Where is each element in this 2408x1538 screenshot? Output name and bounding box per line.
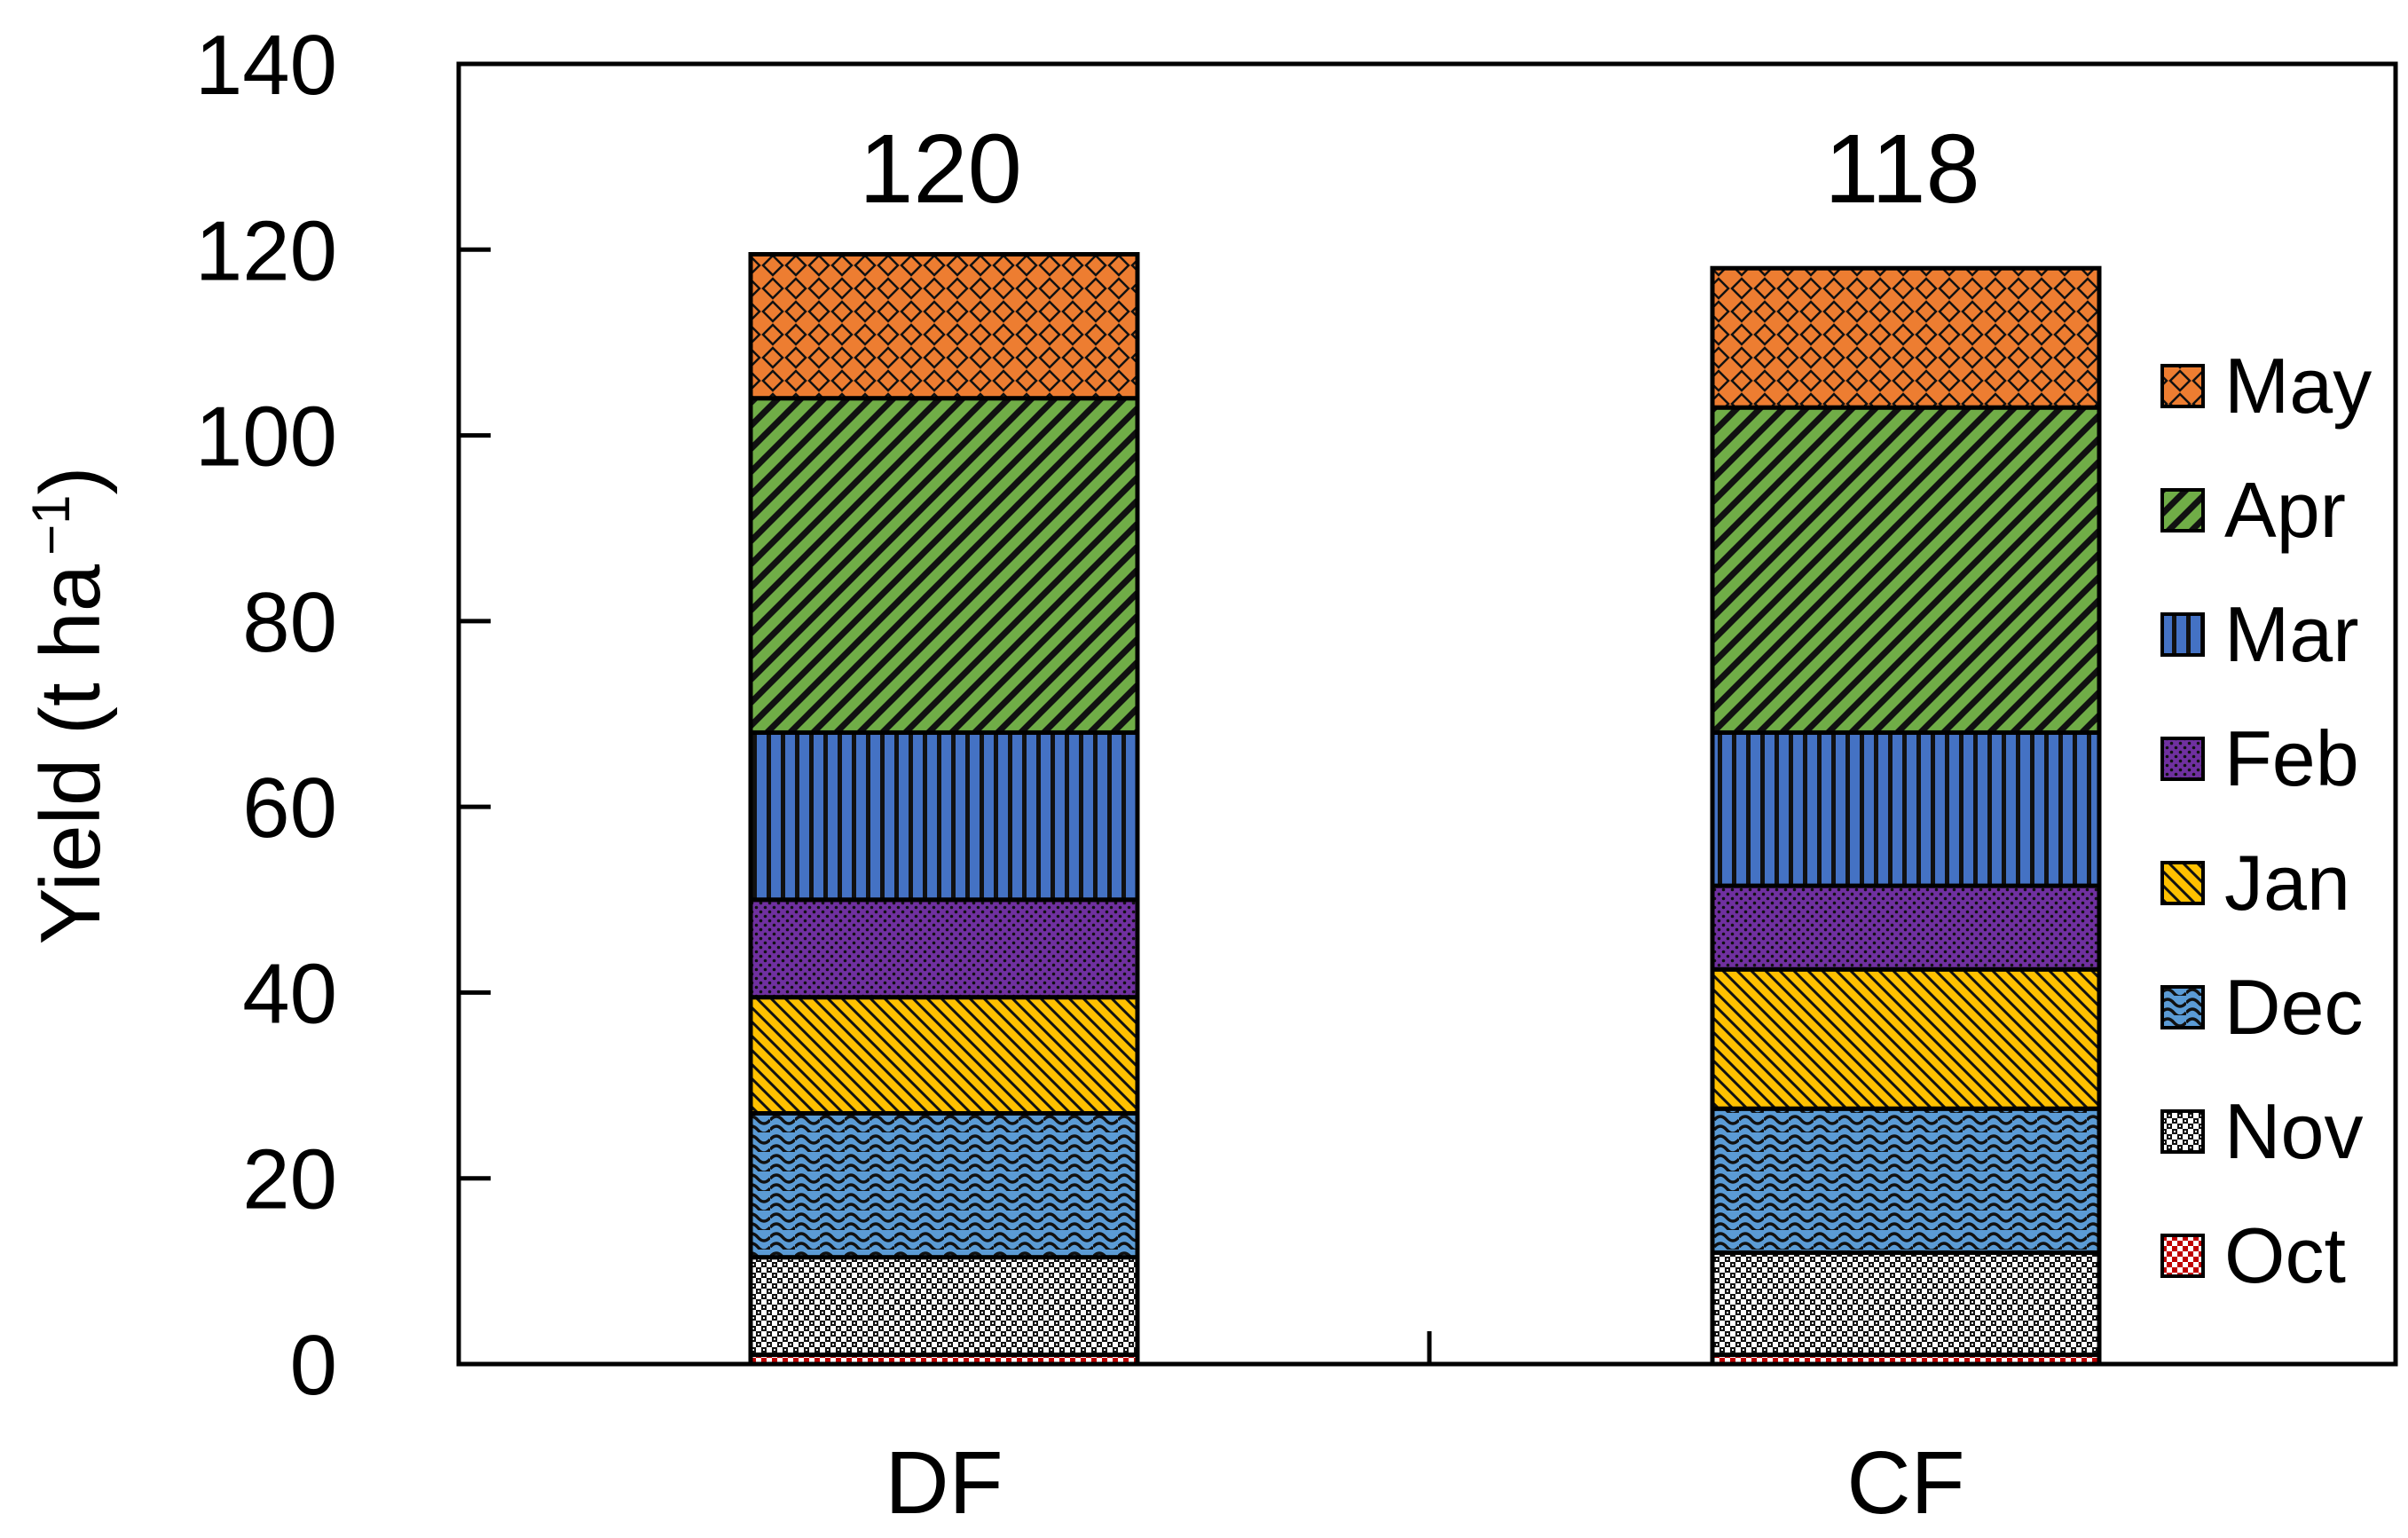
legend: May Apr Mar Feb Jan Dec Nov Oct bbox=[2160, 342, 2372, 1299]
bar-segment-cf-feb bbox=[1710, 883, 2102, 972]
legend-label-may: May bbox=[2224, 342, 2372, 430]
y-axis-title: Yield (t ha−1) bbox=[21, 466, 118, 944]
bar-segment-df-may bbox=[748, 252, 1140, 401]
bar-segment-cf-jan bbox=[1710, 966, 2102, 1111]
bar-segment-df-feb bbox=[748, 897, 1140, 1000]
bar-segment-df-dec bbox=[748, 1110, 1140, 1260]
legend-label-mar: Mar bbox=[2224, 590, 2359, 678]
bars-group bbox=[748, 252, 2102, 1367]
legend-label-jan: Jan bbox=[2224, 839, 2350, 927]
legend-label-oct: Oct bbox=[2224, 1211, 2346, 1299]
y-tick-label: 120 bbox=[195, 203, 337, 298]
x-axis-labels: DF CF bbox=[885, 1433, 1964, 1533]
total-labels: 120 118 bbox=[859, 114, 1979, 224]
y-tick-label: 0 bbox=[290, 1318, 337, 1413]
bar-total-label: 120 bbox=[859, 114, 1022, 224]
legend-swatch-dec bbox=[2160, 985, 2205, 1029]
y-tick-label: 60 bbox=[242, 761, 337, 856]
bar-segment-cf-mar bbox=[1710, 730, 2102, 888]
bar-segment-cf-nov bbox=[1710, 1250, 2102, 1358]
legend-swatch-apr bbox=[2160, 488, 2205, 532]
legend-label-apr: Apr bbox=[2224, 466, 2346, 554]
legend-swatch-jan bbox=[2160, 861, 2205, 905]
y-tick-label: 40 bbox=[242, 946, 337, 1041]
y-tick-label: 80 bbox=[242, 575, 337, 670]
bar-segment-cf-apr bbox=[1710, 405, 2102, 735]
legend-swatch-mar bbox=[2160, 612, 2205, 657]
y-tick-label: 140 bbox=[195, 18, 337, 113]
legend-label-feb: Feb bbox=[2224, 714, 2359, 802]
bar-segment-cf-dec bbox=[1710, 1106, 2102, 1255]
bar-segment-df-apr bbox=[748, 396, 1140, 735]
bar-segment-cf-may bbox=[1710, 265, 2102, 410]
bar-segment-df-nov bbox=[748, 1255, 1140, 1358]
legend-label-nov: Nov bbox=[2224, 1087, 2364, 1175]
bar-total-label: 118 bbox=[1824, 114, 1979, 224]
x-tick-label: CF bbox=[1846, 1433, 1964, 1533]
y-tick-label: 100 bbox=[195, 390, 337, 485]
legend-swatch-may bbox=[2160, 364, 2205, 408]
bar-segment-df-jan bbox=[748, 995, 1140, 1116]
x-tick-label: DF bbox=[885, 1433, 1003, 1533]
legend-swatch-oct bbox=[2160, 1234, 2205, 1278]
y-axis: 0 20 40 60 80 100 120 140 bbox=[195, 18, 491, 1413]
y-tick-label: 20 bbox=[242, 1132, 337, 1227]
legend-label-dec: Dec bbox=[2224, 963, 2364, 1051]
legend-swatch-feb bbox=[2160, 737, 2205, 781]
bar-segment-df-mar bbox=[748, 730, 1140, 903]
legend-swatch-nov bbox=[2160, 1109, 2205, 1154]
